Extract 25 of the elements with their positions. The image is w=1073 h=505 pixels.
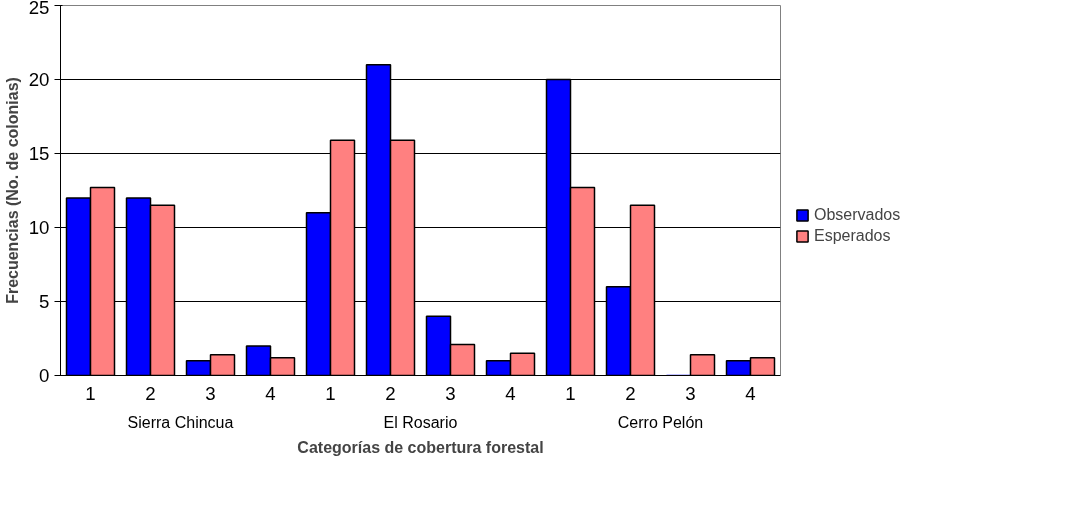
- x-tick-label: 4: [505, 382, 516, 404]
- x-tick-label: 2: [625, 382, 636, 404]
- y-tick-label: 25: [28, 0, 50, 18]
- y-tick-label: 20: [28, 69, 50, 90]
- x-tick-label: 1: [325, 382, 336, 404]
- y-axis-title: Frecuencias (No. de colonias): [3, 77, 21, 304]
- x-tick-label: 4: [265, 382, 276, 404]
- y-tick-label: 15: [28, 143, 50, 164]
- legend-label: Esperados: [814, 227, 891, 245]
- text: Sierra Chincua: [127, 413, 234, 431]
- x-axis-title: Categorías de cobertura forestal: [297, 438, 544, 456]
- x-tick-label: 3: [445, 382, 456, 404]
- y-tick-label: 0: [39, 365, 50, 386]
- y-tick-label: 5: [39, 291, 50, 312]
- x-tick-label: 4: [745, 382, 756, 404]
- legend-label: Observados: [814, 206, 901, 224]
- x-tick-label: 2: [145, 382, 156, 404]
- x-tick-label: 1: [565, 382, 576, 404]
- y-tick-label: 10: [28, 217, 50, 238]
- x-tick-label: 1: [85, 382, 96, 404]
- x-tick-label: 3: [205, 382, 216, 404]
- text: El Rosario: [383, 413, 458, 431]
- x-tick-label: 3: [685, 382, 696, 404]
- text: Cerro Pelón: [617, 413, 704, 431]
- x-tick-label: 2: [385, 382, 396, 404]
